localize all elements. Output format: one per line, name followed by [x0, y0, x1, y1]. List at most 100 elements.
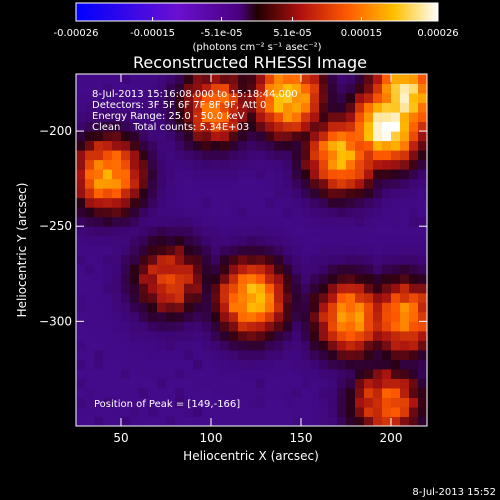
heatmap-cell	[238, 112, 248, 123]
heatmap-cell	[382, 311, 392, 322]
heatmap-cell	[355, 197, 365, 208]
heatmap-cell	[76, 302, 86, 313]
heatmap-cell	[346, 368, 356, 379]
annotation-energy-range: Energy Range: 25.0 - 50.0 keV	[92, 111, 245, 122]
heatmap-cell	[247, 406, 257, 417]
heatmap-cell	[229, 378, 239, 389]
heatmap-cell	[229, 150, 239, 161]
heatmap-cell	[148, 330, 158, 341]
heatmap-cell	[166, 159, 176, 170]
heatmap-cell	[274, 321, 284, 332]
heatmap-cell	[202, 406, 212, 417]
heatmap-cell	[346, 140, 356, 151]
heatmap-cell	[319, 178, 329, 189]
heatmap-cell	[328, 131, 338, 142]
heatmap-cell	[283, 330, 293, 341]
heatmap-cell	[85, 121, 95, 132]
heatmap-cell	[337, 368, 347, 379]
heatmap-cell	[382, 216, 392, 227]
heatmap-cell	[355, 406, 365, 417]
heatmap-cell	[310, 302, 320, 313]
heatmap-cell	[418, 121, 427, 132]
heatmap-cell	[103, 140, 113, 151]
heatmap-cell	[85, 359, 95, 370]
heatmap-cell	[265, 102, 275, 113]
heatmap-cell	[184, 245, 194, 256]
heatmap-cell	[211, 197, 221, 208]
heatmap-cell	[292, 93, 302, 104]
heatmap-cell	[130, 302, 140, 313]
heatmap-cell	[355, 254, 365, 265]
heatmap-cell	[76, 378, 86, 389]
heatmap-cell	[112, 406, 122, 417]
heatmap-cell	[319, 349, 329, 360]
heatmap-cell	[238, 74, 248, 85]
colorbar-tick-label: 0.00026	[417, 28, 458, 39]
heatmap-cell	[283, 321, 293, 332]
heatmap-cell	[76, 197, 86, 208]
heatmap-cell	[364, 349, 374, 360]
heatmap-cell	[373, 188, 383, 199]
heatmap-cell	[373, 83, 383, 94]
heatmap-cell	[220, 178, 230, 189]
heatmap-cell	[382, 197, 392, 208]
heatmap-cell	[193, 226, 203, 237]
heatmap-cell	[301, 216, 311, 227]
heatmap-cell	[319, 264, 329, 275]
heatmap-cell	[103, 349, 113, 360]
heatmap-cell	[364, 93, 374, 104]
heatmap-cell	[85, 264, 95, 275]
heatmap-cell	[148, 226, 158, 237]
heatmap-cell	[202, 207, 212, 218]
heatmap-cell	[193, 416, 203, 426]
heatmap-cell	[337, 283, 347, 294]
heatmap-cell	[220, 378, 230, 389]
heatmap-cell	[364, 264, 374, 275]
heatmap-cell	[121, 188, 131, 199]
heatmap-cell	[211, 74, 221, 85]
heatmap-cell	[157, 321, 167, 332]
heatmap-cell	[193, 349, 203, 360]
heatmap-cell	[346, 150, 356, 161]
heatmap-cell	[94, 254, 104, 265]
heatmap-cell	[94, 245, 104, 256]
heatmap-cell	[94, 302, 104, 313]
heatmap-cell	[310, 273, 320, 284]
heatmap-cell	[166, 226, 176, 237]
heatmap-cell	[130, 330, 140, 341]
heatmap-cell	[211, 102, 221, 113]
heatmap-cell	[130, 321, 140, 332]
heatmap-cell	[256, 226, 266, 237]
heatmap-cell	[310, 93, 320, 104]
heatmap-cell	[229, 102, 239, 113]
heatmap-cell	[355, 131, 365, 142]
heatmap-cell	[130, 387, 140, 398]
heatmap-cell	[265, 131, 275, 142]
heatmap-cell	[292, 197, 302, 208]
heatmap-cell	[355, 140, 365, 151]
heatmap-cell	[76, 169, 86, 180]
heatmap-cell	[283, 150, 293, 161]
heatmap-cell	[211, 178, 221, 189]
heatmap-cell	[256, 169, 266, 180]
heatmap-cell	[193, 74, 203, 85]
heatmap-cell	[391, 102, 401, 113]
heatmap-cell	[301, 264, 311, 275]
heatmap-cell	[184, 150, 194, 161]
heatmap-cell	[247, 273, 257, 284]
heatmap-cell	[391, 378, 401, 389]
heatmap-cell	[130, 368, 140, 379]
heatmap-cell	[85, 283, 95, 294]
heatmap-cell	[265, 74, 275, 85]
heatmap-cell	[202, 226, 212, 237]
heatmap-cell	[283, 169, 293, 180]
heatmap-cell	[202, 264, 212, 275]
heatmap-cell	[391, 159, 401, 170]
heatmap-cell	[202, 150, 212, 161]
heatmap-cell	[121, 368, 131, 379]
heatmap-cell	[265, 416, 275, 426]
heatmap-cell	[184, 254, 194, 265]
heatmap-cell	[310, 378, 320, 389]
heatmap-cell	[121, 302, 131, 313]
heatmap-cell	[175, 359, 185, 370]
